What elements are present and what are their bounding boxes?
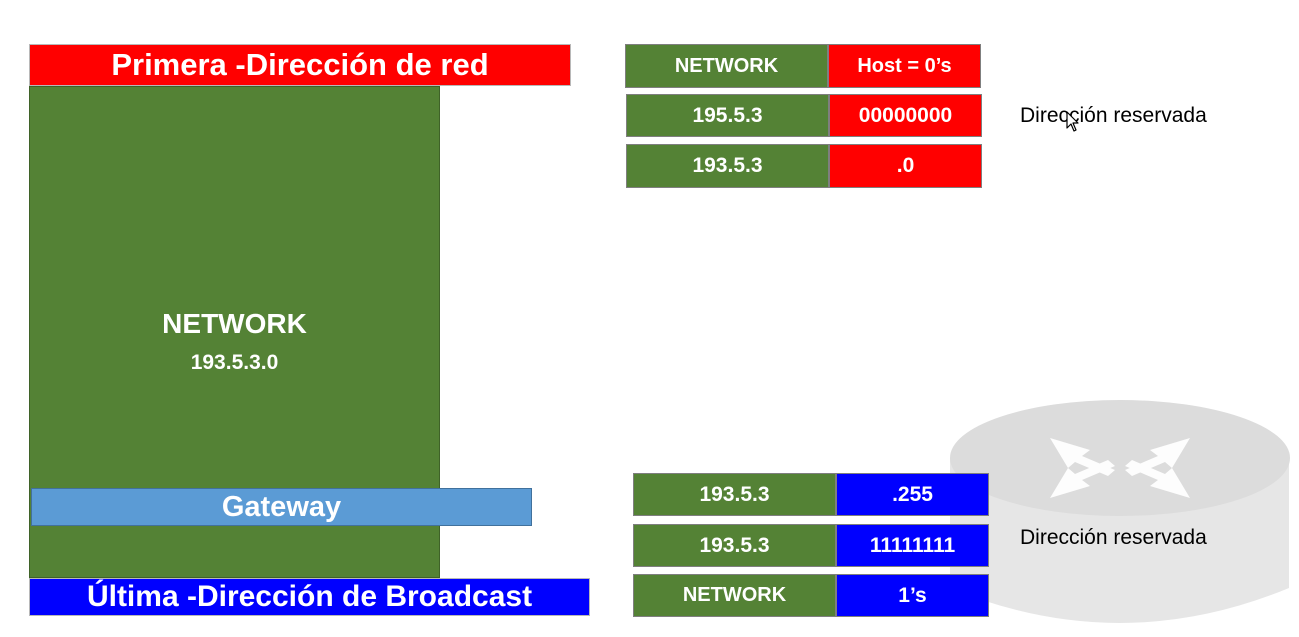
broadcast-address-bar: Última -Dirección de Broadcast [29,578,590,616]
table-cell: 193.5.3 [626,144,829,188]
table-cell: 193.5.3 [633,473,836,516]
gateway-bar: Gateway [31,488,532,526]
table-cell: 193.5.3 [633,524,836,567]
first-network-address-label: Primera -Dirección de red [111,47,489,82]
first-network-address-bar: Primera -Dirección de red [29,44,571,86]
table-cell: 00000000 [829,94,982,137]
table-cell: 11111111 [836,524,989,567]
table-cell: NETWORK [625,44,828,88]
mouse-pointer-icon [1066,111,1079,132]
router-icon [950,400,1290,623]
gateway-label: Gateway [221,490,342,523]
reserved-address-label-top: Dirección reservada [1020,104,1207,127]
table-cell: Host = 0’s [828,44,981,88]
table-cell: .255 [836,473,989,516]
table-cell: NETWORK [633,574,836,617]
broadcast-address-label: Última -Dirección de Broadcast [86,580,533,613]
table-cell: 1’s [836,574,989,617]
table-cell: 195.5.3 [626,94,829,137]
network-ip: 193.5.3.0 [190,351,279,374]
network-title: NETWORK [162,308,307,339]
table-cell: .0 [829,144,982,188]
reserved-address-label-bottom: Dirección reservada [1020,526,1207,549]
